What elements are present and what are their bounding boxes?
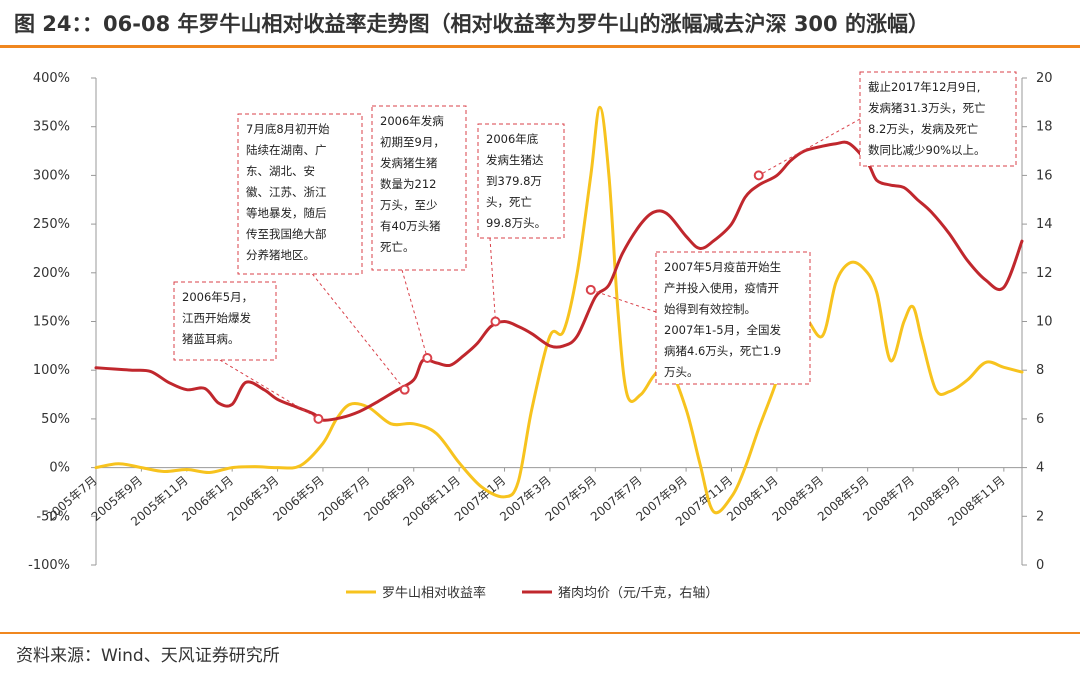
- annotation-text: 初期至9月，: [380, 135, 445, 149]
- annotation-box: [173, 281, 277, 361]
- annotation-connector: [758, 118, 861, 176]
- left-tick-label: 400%: [33, 71, 70, 86]
- annotation-marker: [422, 353, 433, 364]
- figure-title: 图 24：：06-08 年罗牛山相对收益率走势图（相对收益率为罗牛山的涨幅减去沪…: [14, 12, 929, 36]
- annotation-text: 分养猪地区。: [246, 248, 315, 262]
- annotation-text: 始得到有效控制。: [664, 302, 756, 316]
- annotation-text: 传至我国绝大部: [246, 227, 327, 241]
- annotation-box: [477, 123, 565, 239]
- left-tick-label: 250%: [33, 217, 70, 232]
- right-tick-label: 0: [1036, 558, 1044, 573]
- series-line-relative-return: [94, 105, 1024, 515]
- annotation-marker: [585, 284, 596, 295]
- left-tick-label: 300%: [33, 168, 70, 183]
- annotation-text: 到379.8万: [486, 174, 542, 188]
- left-tick-label: 350%: [33, 120, 70, 135]
- annotation-marker: [313, 413, 324, 424]
- right-tick-label: 20: [1036, 71, 1053, 86]
- left-tick-label: 0%: [49, 461, 70, 476]
- annotation-text: 万头。: [664, 365, 699, 379]
- left-tick-label: -50%: [36, 509, 70, 524]
- left-tick-label: 150%: [33, 315, 70, 330]
- right-tick-label: 10: [1036, 315, 1053, 330]
- annotation-marker: [753, 170, 764, 181]
- annotation-marker: [399, 384, 410, 395]
- left-tick-label: 200%: [33, 266, 70, 281]
- annotation-box: [371, 105, 467, 271]
- annotation-text: 等地暴发，随后: [246, 206, 327, 220]
- annotation-text: 江西开始爆发: [182, 311, 251, 325]
- annotation-text: 7月底8月初开始: [246, 122, 330, 136]
- annotation-text: 有40万头猪: [380, 219, 441, 233]
- annotation-text: 2006年发病: [380, 114, 444, 128]
- right-tick-label: 16: [1036, 168, 1053, 183]
- annotation-text: 2007年5月疫苗开始生: [664, 260, 781, 274]
- right-tick-label: 2: [1036, 509, 1044, 524]
- annotation-connector: [312, 273, 406, 390]
- annotation-text: 徽、江苏、浙江: [246, 185, 327, 199]
- annotation-text: 死亡。: [380, 240, 415, 254]
- annotation-text: 8.2万头，发病及死亡: [868, 122, 978, 136]
- relative-return-chart: -100%-50%0%50%100%150%200%250%300%350%40…: [28, 71, 1053, 601]
- right-tick-label: 18: [1036, 120, 1053, 135]
- annotation-text: 数同比减少90%以上。: [868, 143, 986, 157]
- annotation-box: [237, 113, 363, 275]
- left-tick-label: 50%: [41, 412, 70, 427]
- annotation-text: 发病猪生猪: [380, 156, 438, 170]
- legend: 罗牛山相对收益率 猪肉均价（元/千克，右轴）: [346, 585, 718, 601]
- legend-label-pork-price: 猪肉均价（元/千克，右轴）: [558, 586, 718, 601]
- annotation-text: 猪蓝耳病。: [182, 332, 240, 346]
- source-rule: [0, 632, 1080, 634]
- annotation-text: 2006年底: [486, 132, 539, 146]
- annotation-connector: [219, 359, 319, 420]
- right-tick-label: 6: [1036, 412, 1044, 427]
- right-tick-label: 4: [1036, 461, 1044, 476]
- right-tick-label: 8: [1036, 363, 1044, 378]
- right-tick-label: 14: [1036, 217, 1053, 232]
- annotation-text: 发病生猪达: [486, 153, 544, 167]
- left-tick-label: -100%: [28, 558, 70, 573]
- annotation-box: [859, 71, 1017, 167]
- annotation-text: 99.8万头。: [486, 216, 546, 230]
- right-tick-label: 12: [1036, 266, 1053, 281]
- annotation-text: 2007年1-5月，全国发: [664, 323, 782, 337]
- annotation-text: 头，死亡: [486, 195, 532, 209]
- legend-label-relative-return: 罗牛山相对收益率: [382, 585, 486, 601]
- annotation-text: 陆续在湖南、广: [246, 143, 327, 157]
- annotation-text: 病猪4.6万头，死亡1.9: [664, 344, 781, 358]
- annotation-text: 数量为212: [380, 177, 436, 191]
- title-rule: [0, 45, 1080, 48]
- annotation-text: 截止2017年12月9日,: [868, 80, 980, 94]
- annotation-marker: [490, 316, 501, 327]
- annotation-connector: [401, 269, 428, 359]
- annotation-text: 东、湖北、安: [246, 164, 315, 178]
- annotation-text: 发病猪31.3万头，死亡: [868, 101, 986, 115]
- annotation-text: 产并投入使用，疫情开: [664, 281, 779, 295]
- annotation-box: [655, 251, 811, 385]
- source-note: 资料来源：Wind、天风证券研究所: [16, 646, 280, 666]
- annotation-text: 万头，至少: [380, 198, 438, 212]
- left-tick-label: 100%: [33, 363, 70, 378]
- annotation-connector: [489, 237, 496, 322]
- annotation-text: 2006年5月，: [182, 290, 253, 304]
